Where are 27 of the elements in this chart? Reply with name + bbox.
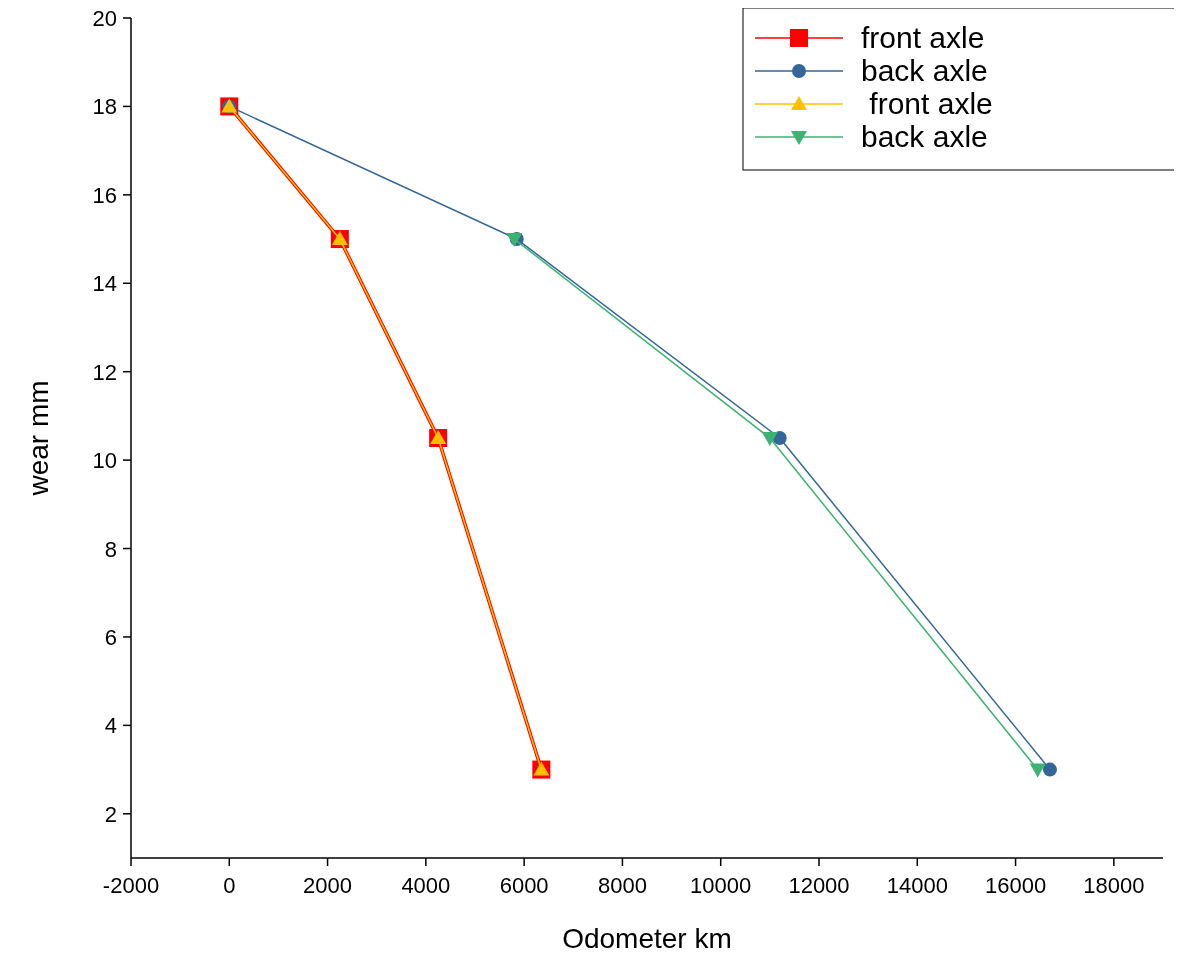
x-tick-label: 18000 (1083, 873, 1145, 898)
legend-label: back axle (861, 120, 988, 153)
y-tick-label: 4 (104, 713, 117, 739)
x-tick-label: 6000 (499, 873, 549, 898)
y-tick-label: 18 (92, 94, 117, 120)
x-tick-label: 8000 (597, 873, 647, 898)
y-axis-title: wear mm (23, 380, 54, 497)
y-tick-label: 12 (92, 359, 117, 385)
y-tick-label: 6 (104, 624, 117, 650)
x-tick-label: -2000 (102, 873, 160, 898)
x-tick-label: 12000 (788, 873, 850, 898)
legend-label: front axle (861, 87, 993, 120)
x-tick-label: 14000 (886, 873, 948, 898)
y-tick-label: 10 (92, 448, 117, 474)
y-tick-label: 2 (104, 801, 117, 827)
x-axis-title: Odometer km (562, 923, 732, 954)
y-tick-label: 14 (92, 271, 117, 297)
x-tick-label: 4000 (401, 873, 451, 898)
y-tick-label: 8 (104, 536, 117, 562)
x-tick-label: 16000 (984, 873, 1047, 898)
y-tick-label: 16 (92, 182, 117, 208)
legend-label: back axle (861, 54, 988, 87)
legend-label: front axle (861, 21, 985, 54)
x-tick-label: 2000 (303, 873, 353, 898)
x-tick-label: 0 (223, 873, 236, 898)
y-tick-label: 20 (92, 6, 117, 31)
x-tick-label: 10000 (690, 873, 752, 898)
